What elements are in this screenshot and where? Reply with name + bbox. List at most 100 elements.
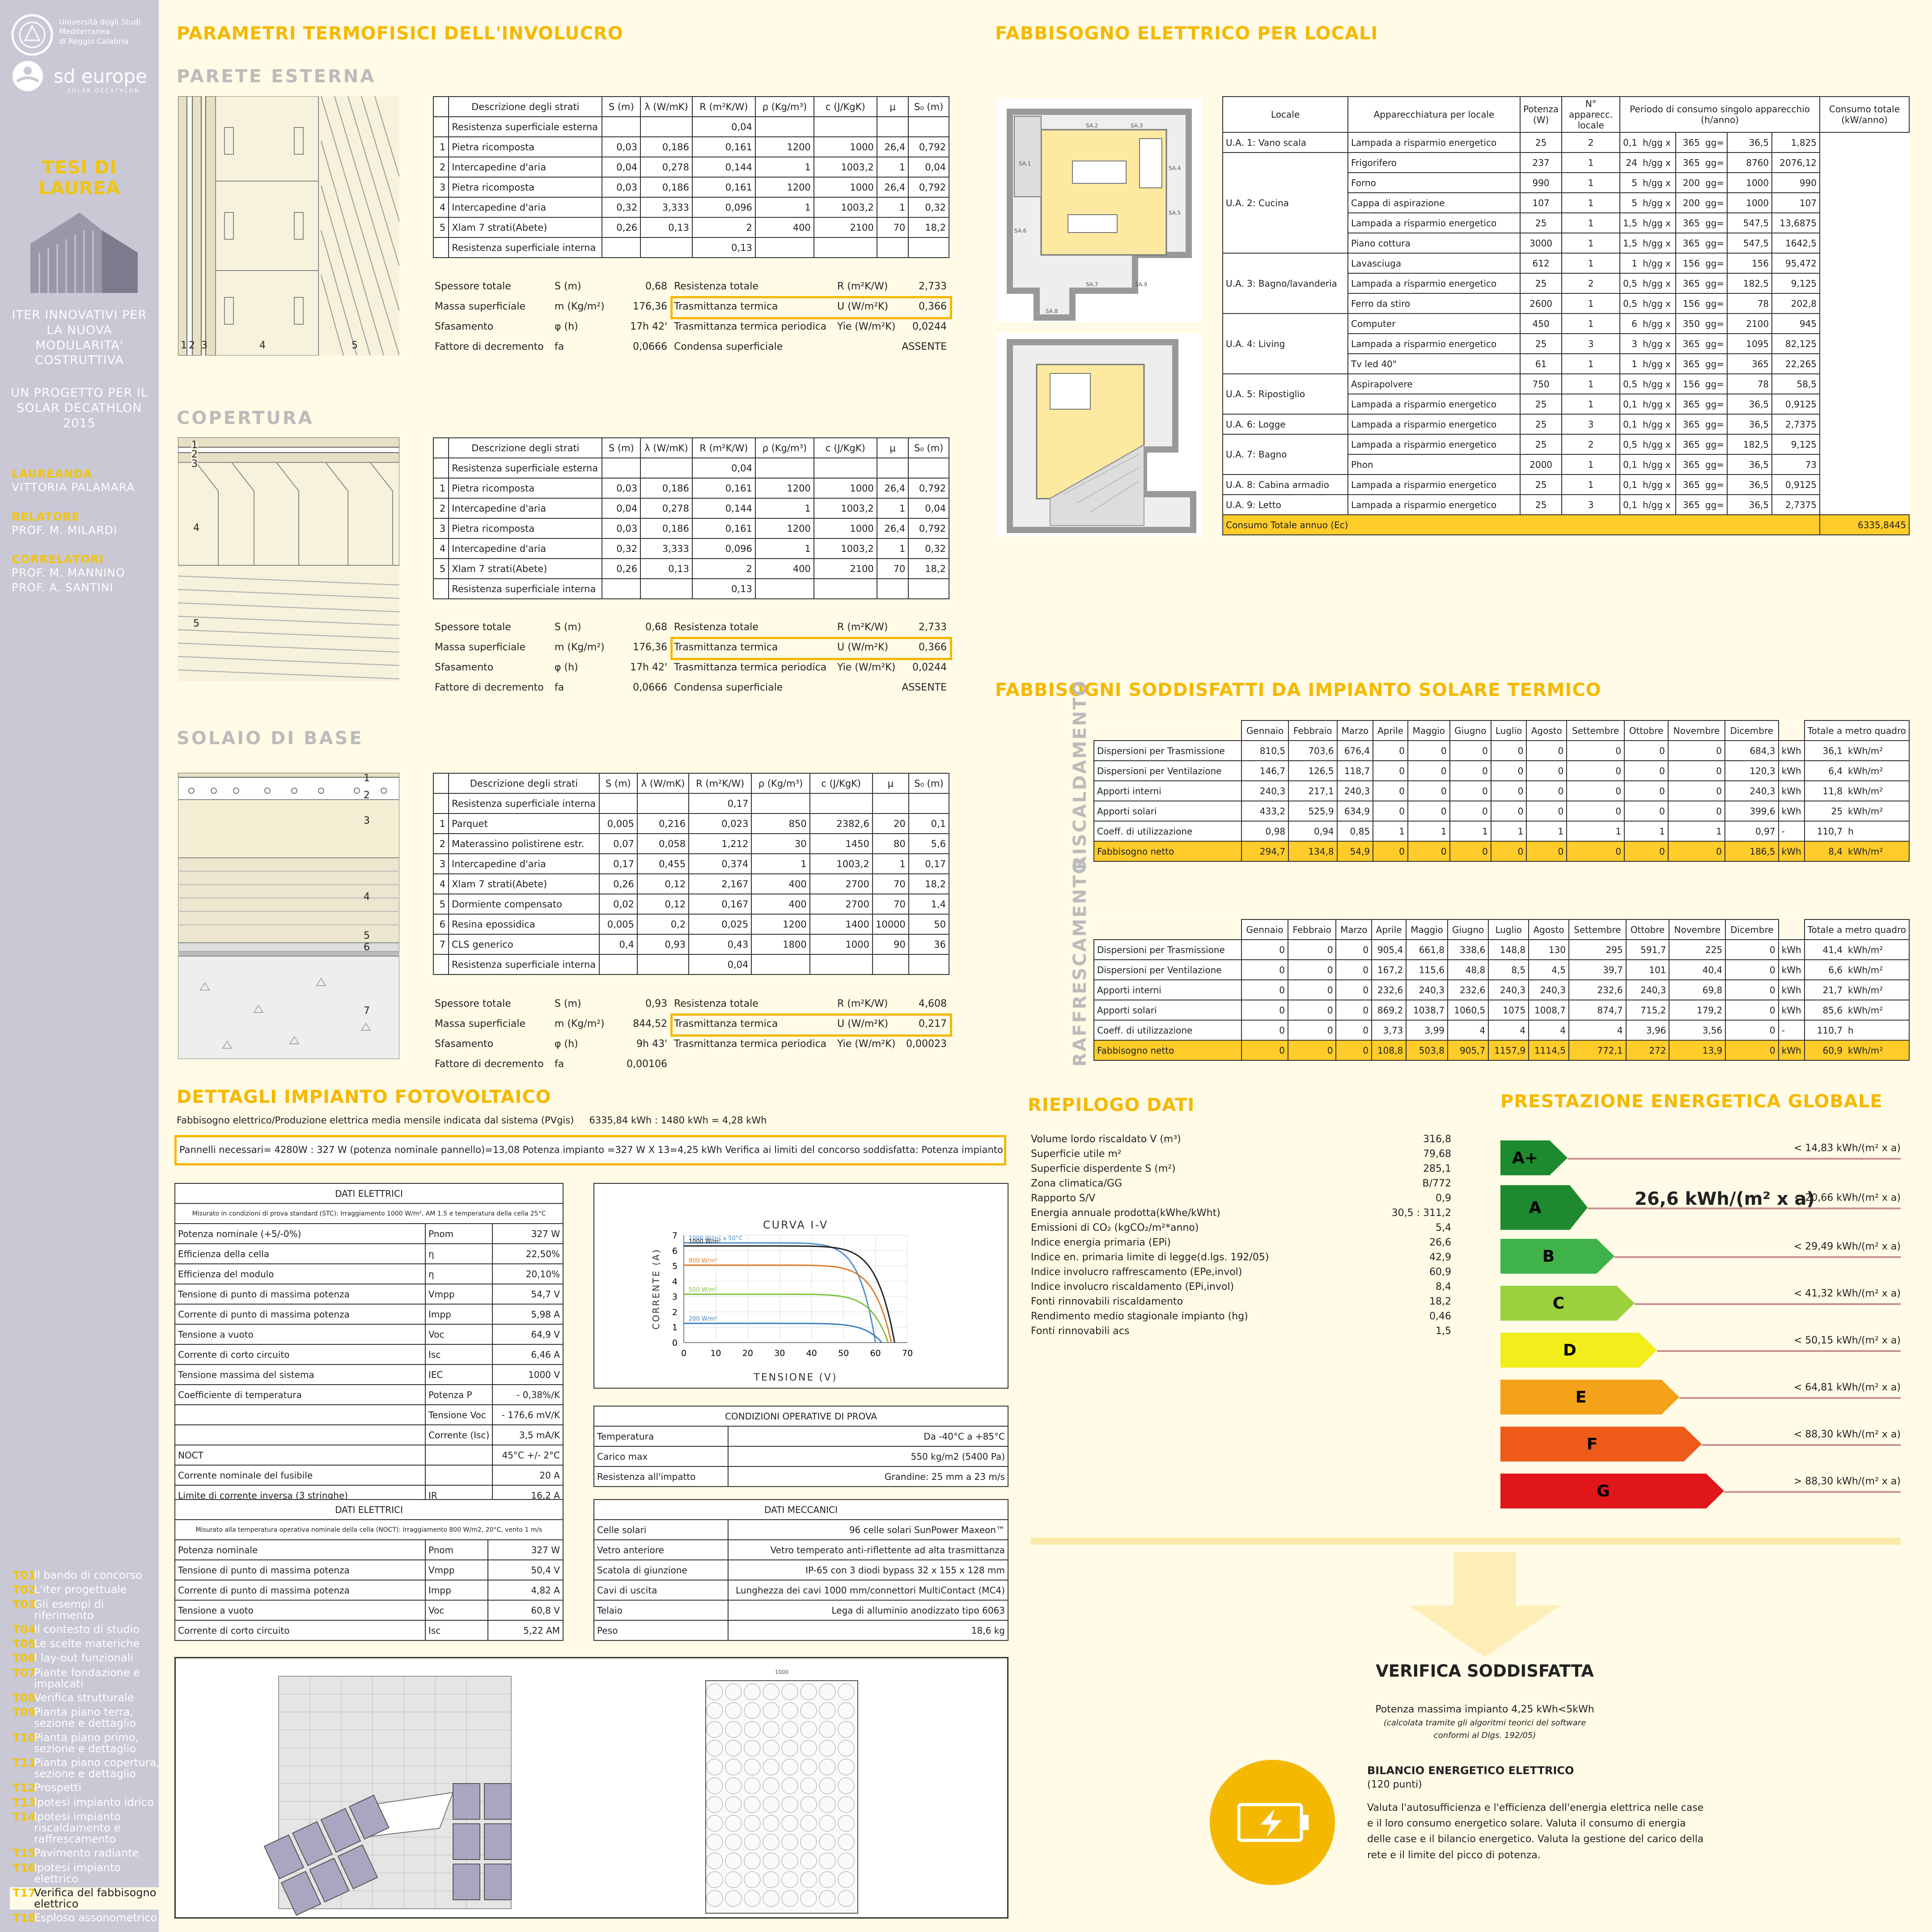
table-cell: 0,161 [691,136,756,157]
summary-label: Sfasamento [435,1038,494,1050]
table-cell: 200 [1675,192,1703,213]
table-cell: 1003,2 [813,538,877,559]
table-cell: 10000 [872,914,909,935]
table-cell: 0 [1241,1000,1289,1021]
table-cell: 0 [1407,801,1450,822]
toc-item-t06[interactable]: T06 I lay-out funzionali [13,1652,160,1665]
table-row: Efficienza del modulo η 20,10% [174,1263,564,1284]
toc-item-t13[interactable]: T13 Ipotesi impianto idrico [13,1796,160,1809]
table-cell: 54,7 V [492,1284,564,1305]
table-cell: gg= [1702,152,1728,173]
locale-cell: U.A. 7: Bagno [1222,434,1348,475]
table-cell: 2100 [813,558,877,579]
table-cell: 0,32 [602,538,641,559]
pv-cell [781,1871,798,1888]
table-cell: 69,8 [1669,979,1726,1000]
table-row: Resistenza superficiale interna 0,13 [432,237,949,258]
table-cell [174,1424,426,1445]
table-cell: 0 [1407,780,1450,801]
toc-item-t05[interactable]: T05 Le scelte materiche [13,1638,160,1650]
summary-value: 0,0666 [633,341,667,352]
table-cell: 4 [432,197,449,218]
table-cell: Resina epossidica [448,914,600,935]
table-cell: 60,8 V [487,1600,564,1621]
table-cell: 0,186 [640,478,693,499]
pv-cell [706,1871,723,1888]
table-cell: 0 [1667,760,1726,781]
table-cell [813,458,877,479]
toc-item-t17[interactable]: T17 Verifica del fabbisogno elettrico [10,1887,159,1910]
table-cell: 1 [432,136,449,157]
toc-item-t12[interactable]: T12 Prospetti [13,1782,160,1794]
energy-grade-e: E [1500,1380,1679,1415]
table-cell: 2600 [1519,293,1563,314]
table-cell: 5 [1619,192,1640,213]
table-row: 3 Pietra ricomposta 0,03 0,186 0,161 1200 1000… [432,518,949,539]
table-cell: h/gg x [1640,373,1676,394]
pv-stc-table: DATI ELETTRICI Misurato in condizioni di … [174,1183,564,1506]
thesis-title: ITER INNOVATIVI PER LA NUOVA MODULARITA'… [12,308,147,368]
riepilogo-label: Superficie utile m² [1031,1148,1122,1160]
toc-item-t15[interactable]: T15 Pavimento radiante [13,1847,160,1860]
table-cell: 36 [908,934,950,955]
table-cell: 26,4 [876,177,909,198]
table-cell: 148,8 [1488,939,1530,960]
table-cell: η [424,1263,493,1284]
riepilogo-value: 0,9 [1436,1193,1451,1204]
toc-item-t16[interactable]: T16 Ipotesi impianto elettrico [13,1862,160,1885]
table-header: Descrizione degli strati [448,773,600,794]
table-header: Marzo [1336,720,1374,741]
table-cell: 905,7 [1447,1040,1489,1061]
riepilogo-value: 26,6 [1429,1237,1451,1248]
table-cell [813,578,877,599]
table-cell: 156 [1675,373,1703,394]
toc-item-t04[interactable]: T04 Il contesto di studio [13,1623,160,1635]
table-cell: 3,96 [1625,1020,1670,1041]
pv-cell [800,1890,817,1907]
pv-cell [744,1777,761,1794]
table-cell: kWh/m² [1845,780,1910,801]
table-title: DATI ELETTRICI [174,1499,564,1520]
table-cell: Phon [1347,454,1521,475]
table-cell: 182,5 [1727,273,1773,294]
table-cell: 1 [876,157,909,178]
table-cell: 0 [1241,1040,1289,1061]
toc-item-t10[interactable]: T10 Pianta piano primo, sezione e dettagl… [13,1732,160,1754]
table-header: Periodo di consumo singolo apparecchio (… [1619,96,1820,133]
toc-item-t02[interactable]: T02 L'iter progettuale [13,1584,160,1596]
grade-threshold: < 20,66 kWh/(m² x a) [1793,1192,1901,1203]
summary-value: 0,68 [645,281,667,292]
toc-item-t11[interactable]: T11 Pianta piano copertura, sezione e det… [13,1757,160,1779]
pv-cell [819,1683,836,1700]
toc-item-t01[interactable]: T01 Il bando di concorso [13,1569,160,1581]
pv-cell [744,1890,761,1907]
table-cell: 1 [872,853,909,874]
table-cell [872,793,909,814]
grade-threshold: < 41,32 kWh/(m² x a) [1793,1288,1901,1299]
pv-cell [819,1758,836,1775]
pv-cell [763,1683,780,1700]
table-cell: Coeff. di utilizzazione [1093,821,1242,842]
table-row: U.A. 9: Letto Lampada a risparmio energet… [1222,494,1909,515]
table-row: Corrente di punto di massima potenza Impp… [174,1304,564,1325]
table-cell [876,458,909,479]
table-cell: 0 [1526,801,1568,822]
toc-item-t03[interactable]: T03 Gli esempi di riferimento [13,1598,160,1621]
table-cell: 20 A [492,1465,564,1486]
table-cell: 503,8 [1406,1040,1448,1061]
toc-item-t18[interactable]: T18 Esploso assonometrico [13,1912,160,1924]
toc-item-t09[interactable]: T09 Pianta piano terra, sezione e dettagl… [13,1706,160,1729]
table-cell: 294,7 [1241,841,1289,862]
table-cell: 0,5 [1619,434,1640,455]
grade-line [1657,1350,1901,1352]
toc-item-t07[interactable]: T07 Piante fondazione e impalcati [13,1667,160,1690]
table-cell: 225 [1669,939,1726,960]
table-cell: - 0,38%/K [492,1384,564,1405]
toc-item-t08[interactable]: T08 Verifica strutturale [13,1692,160,1704]
sidebar: Università degli Studi Mediterranea di Reg… [0,0,160,1932]
table-cell: 0,5 [1619,373,1640,394]
table-cell: Pnom [425,1539,488,1560]
toc-item-t14[interactable]: T14 Ipotesi impianto riscaldamento e raff… [13,1811,160,1845]
table-cell: 1200 [754,478,814,499]
